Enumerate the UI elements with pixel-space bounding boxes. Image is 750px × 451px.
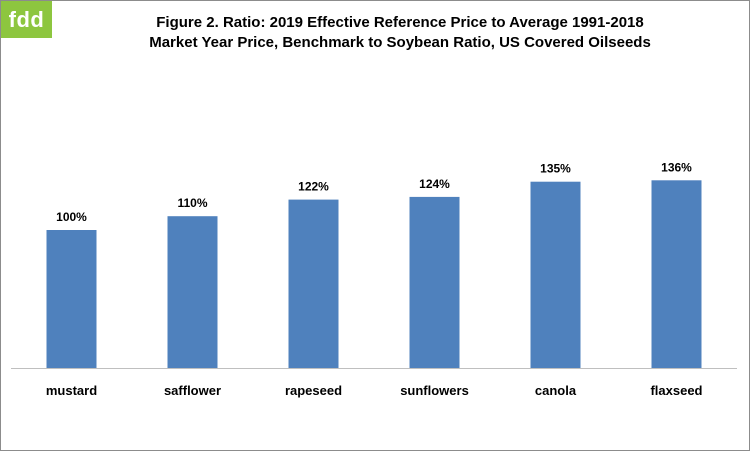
category-label-group: mustard safflower rapeseed sunflowers canola… xyxy=(46,383,703,398)
bar-mustard xyxy=(46,230,97,368)
chart-title-line-2: Market Year Price, Benchmark to Soybean … xyxy=(149,34,651,51)
chart-title-line-1: Figure 2. Ratio: 2019 Effective Referenc… xyxy=(156,14,644,31)
data-label-mustard: 100% xyxy=(56,210,87,224)
category-label-flaxseed: flaxseed xyxy=(650,383,702,398)
category-label-mustard: mustard xyxy=(46,383,97,398)
bar-canola xyxy=(530,181,581,368)
data-label-canola: 135% xyxy=(540,162,571,176)
bar-safflower xyxy=(167,216,218,368)
category-label-rapeseed: rapeseed xyxy=(285,383,342,398)
bar-sunflowers xyxy=(409,196,460,368)
data-label-flaxseed: 136% xyxy=(661,160,692,174)
data-label-sunflowers: 124% xyxy=(419,177,450,191)
bar-group xyxy=(46,180,702,368)
category-label-safflower: safflower xyxy=(164,383,221,398)
data-label-safflower: 110% xyxy=(177,196,207,210)
data-label-rapeseed: 122% xyxy=(298,180,329,194)
data-label-group: 100% 110% 122% 124% 135% 136% xyxy=(56,160,692,224)
fdd-logo: fdd xyxy=(1,1,52,38)
bar-flaxseed xyxy=(651,180,702,368)
chart-title: Figure 2. Ratio: 2019 Effective Referenc… xyxy=(61,13,739,53)
bar-rapeseed xyxy=(288,199,339,368)
category-label-sunflowers: sunflowers xyxy=(400,383,469,398)
category-label-canola: canola xyxy=(535,383,577,398)
